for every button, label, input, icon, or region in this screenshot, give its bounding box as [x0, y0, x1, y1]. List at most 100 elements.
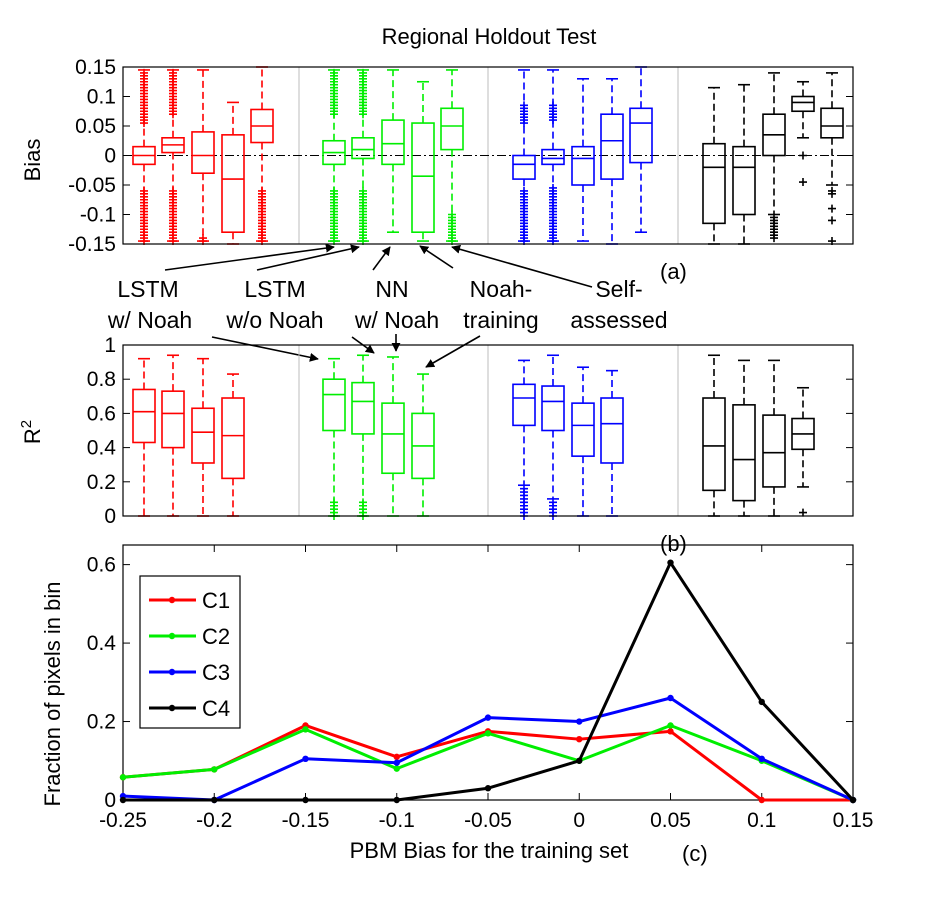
panel-c-xlabel: PBM Bias for the training set	[350, 838, 629, 863]
legend-label-c1: C1	[202, 588, 230, 613]
bias-outlier	[799, 151, 807, 160]
bias-box-g2-4	[411, 80, 435, 242]
bias-box-g1-3	[191, 69, 215, 246]
data-point-c1	[576, 735, 583, 743]
bias-box-g4-2	[732, 83, 756, 245]
bias-box-g1-4	[221, 101, 245, 245]
bias-box	[221, 134, 245, 234]
bias-box-g4-4	[791, 80, 815, 187]
annotation-lstm-noah-line1: LSTM	[117, 276, 178, 302]
bias-box	[600, 113, 624, 180]
bias-outlier	[549, 101, 557, 110]
r2-box-g3-3	[571, 366, 595, 517]
annotation-noah-training-line2: training	[463, 307, 538, 333]
annotation-lstm-wo-noah-line1: LSTM	[244, 276, 305, 302]
legend-label-c4: C4	[202, 696, 230, 721]
annotation-nn-noah-line1: NN	[375, 276, 408, 302]
data-point-c2	[211, 766, 218, 773]
data-point-c3	[667, 694, 674, 702]
bias-box-g1-5	[250, 66, 274, 246]
panel-c-ylabel: Fraction of pixels in bin	[40, 582, 65, 807]
r2-box	[132, 388, 156, 444]
r2-box	[732, 404, 756, 502]
legend-label-c2: C2	[202, 624, 230, 649]
bias-box-g2-1	[322, 68, 346, 246]
r2-outlier	[799, 508, 807, 517]
panel-b-r2-boxplot: 1 0.8 0.6 0.4 0.2 0	[87, 334, 854, 528]
r2-box	[762, 414, 786, 488]
r2-box-g4-1	[702, 354, 726, 517]
bias-box-g2-2	[351, 68, 375, 246]
data-point-c4	[576, 757, 583, 764]
bias-outlier	[330, 110, 338, 119]
bias-box-g3-3	[571, 78, 595, 242]
line-xtick-label: -0.15	[282, 809, 330, 832]
bias-box-g4-1	[702, 86, 726, 245]
bias-outlier	[828, 189, 836, 198]
bias-box-g4-5	[820, 72, 844, 246]
data-point-c4	[667, 559, 674, 566]
r2-box-g4-3	[762, 359, 786, 517]
line-xtick-label: 0	[573, 809, 585, 832]
annotation-self-assessed-line2: assessed	[570, 307, 667, 333]
r2-box	[600, 397, 624, 464]
r2-box	[702, 397, 726, 492]
annotation-lstm-wo-noah-line2: w/o Noah	[225, 307, 323, 333]
r2-outlier	[520, 484, 528, 493]
r2-box	[351, 381, 375, 435]
bias-outlier	[520, 101, 528, 110]
bias-box-g3-4	[600, 78, 624, 245]
line-ytick-label: 0.2	[87, 711, 116, 734]
legend-marker-c4	[168, 704, 176, 712]
bias-box	[440, 107, 464, 151]
annotation-self-assessed-line1: Self-	[595, 276, 642, 302]
bias-box	[351, 137, 375, 160]
chart-title: Regional Holdout Test	[382, 24, 597, 49]
data-point-c3	[484, 714, 492, 721]
bias-outlier	[169, 110, 177, 119]
bias-box	[820, 107, 844, 139]
legend-label-c3: C3	[202, 660, 230, 685]
panel-a-label: (a)	[660, 259, 687, 284]
r2-box-g1-2	[161, 354, 185, 517]
r2-box	[191, 407, 215, 464]
panel-b-label: (b)	[660, 531, 687, 556]
line-xtick-label: -0.25	[99, 809, 147, 832]
line-xtick-label: -0.05	[464, 809, 512, 832]
bias-ytick-label: -0.1	[80, 204, 116, 227]
bias-box-g3-2	[541, 69, 565, 246]
bias-box	[732, 145, 756, 216]
bias-ytick-label: 0.15	[75, 56, 116, 79]
bias-box-g2-3	[381, 69, 405, 233]
panel-c-line-chart: -0.25 -0.2 -0.15 -0.1 -0.05 0 0.05 0.1 0.15 0 0.2 0…	[87, 544, 873, 832]
r2-box	[571, 402, 595, 457]
r2-box-g1-4	[221, 373, 245, 517]
panel-b-ylabel-sup: 2	[18, 420, 35, 428]
bias-box	[512, 154, 536, 180]
data-point-c4	[758, 698, 765, 706]
line-ytick-label: 0.4	[87, 632, 117, 655]
data-point-c4	[211, 796, 218, 804]
annotation-arrow-1	[164, 243, 335, 271]
line-ytick-label: 0	[104, 789, 116, 812]
data-point-c3	[302, 755, 309, 763]
bias-box	[791, 95, 815, 113]
r2-ytick-label: 0.2	[87, 471, 116, 494]
bias-box-g3-1	[512, 69, 536, 246]
panel-b-ylabel-base: R	[20, 428, 45, 444]
r2-plot-frame	[122, 344, 854, 517]
data-point-c2	[484, 730, 492, 737]
annotation-nn-noah-line2: w/ Noah	[354, 307, 439, 333]
panel-a-ylabel: Bias	[20, 139, 45, 182]
panel-b-ylabel: R2	[18, 420, 45, 444]
r2-outlier	[359, 498, 367, 507]
bias-box	[191, 131, 215, 174]
legend: C1 C2 C3 C4	[139, 575, 241, 729]
line-ytick-label: 0.6	[87, 554, 116, 577]
r2-box-g1-3	[191, 357, 215, 517]
data-point-c2	[302, 726, 309, 733]
bias-ytick-label: 0.1	[87, 86, 116, 109]
panel-a-bias-boxplot: 0.15 0.1 0.05 0 -0.05 -0.1 -0.15	[68, 56, 854, 256]
bias-box	[702, 142, 726, 225]
bias-outlier	[828, 204, 836, 213]
